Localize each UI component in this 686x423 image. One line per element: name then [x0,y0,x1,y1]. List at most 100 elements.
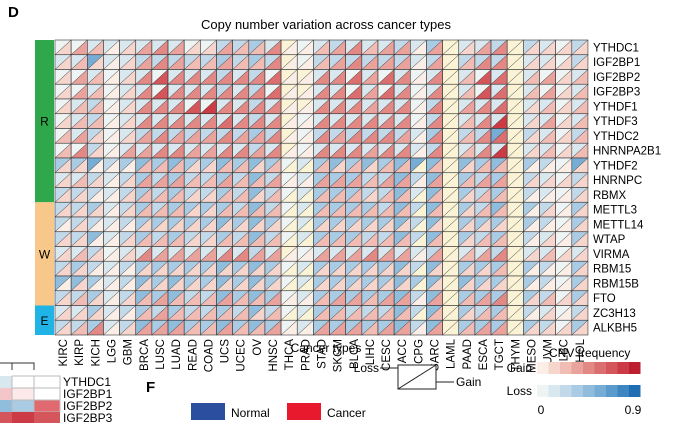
cell-diagonal [313,128,330,144]
cell-diagonal [135,54,153,70]
cell-diagonal [329,39,346,55]
cell-diagonal [135,128,153,144]
cell-diagonal [426,172,443,188]
cell-diagonal [280,113,298,129]
cell-diagonal [523,172,540,188]
cell-diagonal [280,98,298,114]
gene-label: HNRNPC [593,175,642,187]
cell-diagonal [393,261,411,277]
cancer-type-label: LUAD [171,339,183,370]
cell-diagonal [280,290,298,306]
cancer-type-label: LUSC [155,339,167,370]
cell-diagonal [70,275,88,291]
cell-diagonal [571,143,589,159]
cell-diagonal [458,246,476,262]
cell-diagonal [490,84,508,100]
cell-diagonal [377,202,395,218]
cell-diagonal [297,172,314,188]
cell-diagonal [361,143,379,159]
cell-diagonal [87,275,104,291]
cell-diagonal [280,275,298,291]
cell-diagonal [426,231,443,247]
cell-diagonal [458,216,476,232]
cell-diagonal [232,216,249,232]
cell-diagonal [539,320,556,336]
cell-diagonal [200,143,217,159]
gene-label: FTO [593,293,616,305]
cell-diagonal [507,275,524,291]
fragment-cell [0,376,12,388]
cell-diagonal [345,320,363,336]
cell-diagonal [280,305,298,321]
cell-diagonal [264,84,282,100]
gain-color-ramp [537,362,641,374]
cell-diagonal [54,216,72,232]
cancer-swatch [287,403,321,420]
cell-diagonal [345,69,363,85]
cell-diagonal [297,69,314,85]
cell-diagonal [426,39,443,55]
cell-diagonal [426,143,443,159]
cell-diagonal [523,69,540,85]
cell-diagonal [151,290,169,306]
cell-diagonal [458,98,476,114]
cell-diagonal [523,305,540,321]
cell-diagonal [377,305,395,321]
cell-diagonal [248,69,266,85]
panel-e-fragment: YTHDC1 IGF2BP1 IGF2BP2 IGF2BP3 [0,362,113,423]
cell-diagonal [119,202,136,218]
cell-diagonal [232,54,249,70]
cell-diagonal [167,231,185,247]
cell-diagonal [442,187,459,203]
cell-diagonal [523,157,540,173]
cell-diagonal [426,187,443,203]
cell-diagonal [119,69,136,85]
cell-diagonal [442,305,459,321]
cell-diagonal [329,98,346,114]
cell-diagonal [410,143,427,159]
cell-diagonal [523,54,540,70]
cell-diagonal [377,69,395,85]
cell-diagonal [539,69,556,85]
cell-diagonal [539,113,556,129]
cell-diagonal [523,261,540,277]
cell-diagonal [426,275,443,291]
cell-diagonal [297,261,314,277]
cell-diagonal [135,275,153,291]
cell-diagonal [54,275,72,291]
cell-diagonal [248,231,266,247]
cell-diagonal [135,246,153,262]
cell-diagonal [458,143,476,159]
cell-diagonal [103,231,120,247]
cell-diagonal [377,320,395,336]
cell-diagonal [167,202,185,218]
cell-diagonal [426,246,443,262]
cell-diagonal [87,290,104,306]
cell-diagonal [474,98,492,114]
cell-diagonal [507,187,524,203]
cell-diagonal [151,39,169,55]
cell-diagonal [458,305,476,321]
cell-diagonal [151,202,169,218]
fragment-gene-label: IGF2BP1 [63,387,113,401]
fragment-cell [0,412,12,423]
cancer-type-label: ACC [397,339,409,363]
cell-diagonal [103,275,120,291]
cell-diagonal [54,54,72,70]
cell-diagonal [216,216,233,232]
cell-diagonal [458,187,476,203]
cell-diagonal [103,54,120,70]
cancer-type-label: MESO [526,339,538,373]
cell-diagonal [361,261,379,277]
cell-diagonal [361,275,379,291]
cell-diagonal [167,246,185,262]
cell-diagonal [313,202,330,218]
cell-diagonal [329,305,346,321]
cell-diagonal [200,113,217,129]
cell-diagonal [393,172,411,188]
cell-diagonal [410,69,427,85]
cell-diagonal [474,54,492,70]
cell-diagonal [393,128,411,144]
cell-diagonal [297,113,314,129]
cell-diagonal [571,320,589,336]
